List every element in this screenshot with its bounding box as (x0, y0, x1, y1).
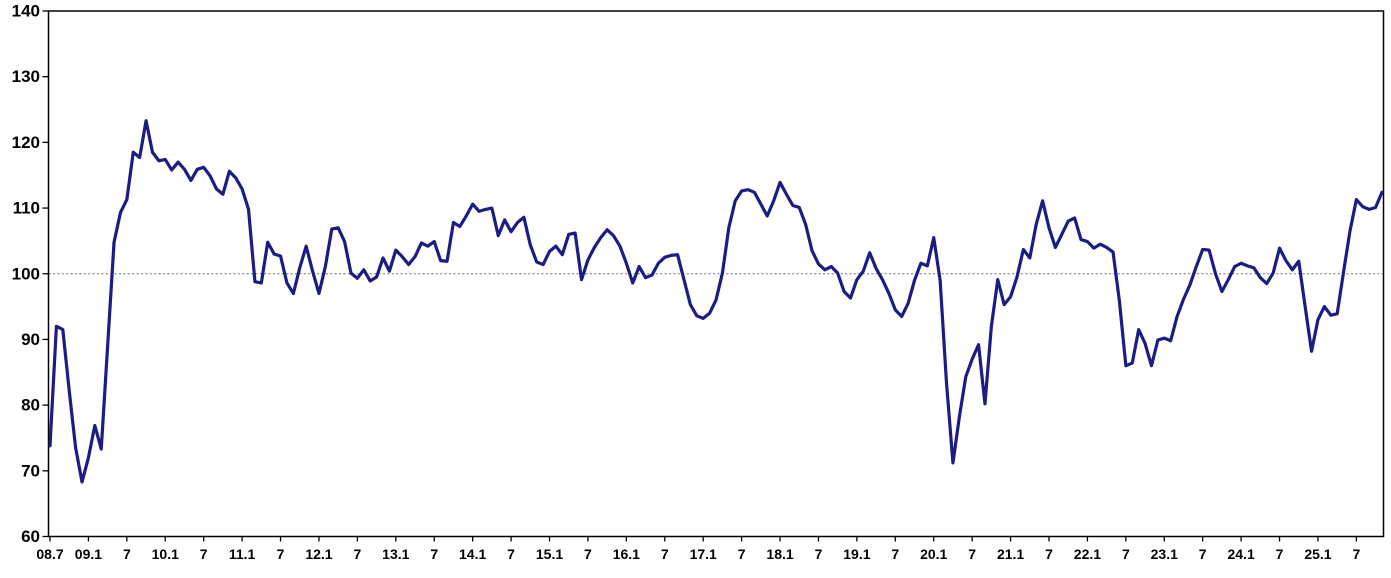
y-axis-label: 140 (12, 2, 40, 21)
x-axis-label: 13.1 (382, 546, 409, 562)
y-axis-label: 100 (12, 264, 40, 283)
x-axis-label: 7 (815, 546, 823, 562)
x-axis-label: 7 (738, 546, 746, 562)
x-axis-label: 16.1 (613, 546, 640, 562)
x-axis-label: 7 (1199, 546, 1207, 562)
x-axis-label: 7 (891, 546, 899, 562)
x-axis-label: 09.1 (75, 546, 102, 562)
x-axis-label: 7 (200, 546, 208, 562)
y-axis-label: 120 (12, 133, 40, 152)
x-axis-label: 7 (277, 546, 285, 562)
x-axis-label: 7 (968, 546, 976, 562)
x-axis-label: 17.1 (690, 546, 717, 562)
index-line (48, 119, 1384, 484)
y-axis-label: 90 (21, 330, 40, 349)
x-axis-label: 7 (1352, 546, 1360, 562)
x-axis-label: 7 (430, 546, 438, 562)
x-axis-label: 7 (661, 546, 669, 562)
x-axis-label: 11.1 (229, 546, 256, 562)
y-axis-label: 110 (13, 199, 40, 218)
x-axis-label: 22.1 (1074, 546, 1101, 562)
x-axis-label: 7 (123, 546, 131, 562)
x-axis-label: 7 (1122, 546, 1130, 562)
plot-border (47, 10, 1385, 538)
x-axis-label: 7 (1276, 546, 1284, 562)
y-axis-label: 80 (21, 396, 40, 415)
x-axis-label: 19.1 (843, 546, 870, 562)
x-axis-label: 21.1 (997, 546, 1024, 562)
x-axis-label: 10.1 (152, 546, 179, 562)
x-axis-label: 25.1 (1304, 546, 1331, 562)
x-axis-label: 23.1 (1151, 546, 1178, 562)
x-axis-label: 18.1 (766, 546, 793, 562)
x-axis-label: 7 (507, 546, 515, 562)
y-axis-label: 130 (12, 67, 40, 86)
x-axis-label: 08.7 (36, 546, 63, 562)
x-axis-label: 14.1 (459, 546, 486, 562)
x-axis-label: 24.1 (1227, 546, 1254, 562)
x-axis-label: 7 (353, 546, 361, 562)
x-axis-label: 15.1 (536, 546, 563, 562)
y-axis-label: 60 (21, 527, 40, 546)
x-axis-label: 12.1 (305, 546, 332, 562)
x-axis-label: 20.1 (920, 546, 947, 562)
x-axis-label: 7 (1045, 546, 1053, 562)
x-axis-label: 7 (584, 546, 592, 562)
y-axis-label: 70 (21, 461, 40, 480)
